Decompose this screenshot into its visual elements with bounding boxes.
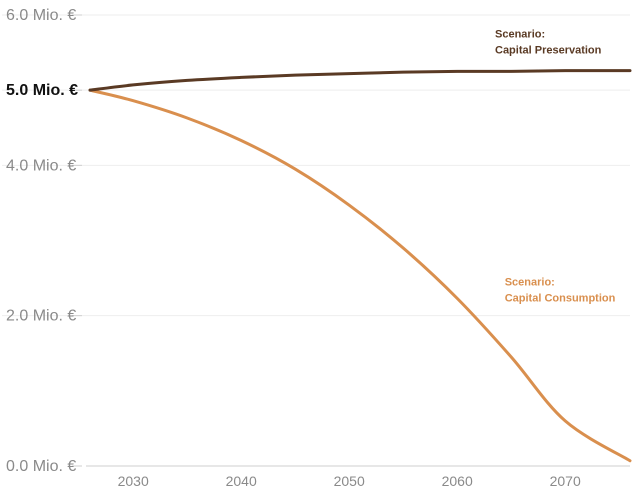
series-label-line: Capital Preservation [495,45,602,57]
x-tick-label: 2040 [226,473,257,489]
series-line-capital-preservation [88,69,632,92]
y-tick-label: 0.0 Mio. € [6,458,76,475]
y-tick-label: 5.0 Mio. € [6,82,78,99]
x-tick-label: 2030 [118,473,149,489]
series-label-capital-preservation: Scenario: Capital Preservation [495,29,602,57]
y-tick-label: 4.0 Mio. € [6,157,76,174]
y-tick-label: 6.0 Mio. € [6,7,76,24]
x-tick-label: 2060 [442,473,473,489]
series-label-line: Capital Consumption [505,293,616,305]
series-label-capital-consumption: Scenario: Capital Consumption [505,277,616,305]
x-tick-label: 2070 [550,473,581,489]
y-tick-label: 2.0 Mio. € [6,308,76,325]
x-tick-label: 2050 [334,473,365,489]
series-label-line: Scenario: [495,29,545,41]
series-line-capital-consumption [88,88,632,463]
series-label-line: Scenario: [505,277,555,289]
